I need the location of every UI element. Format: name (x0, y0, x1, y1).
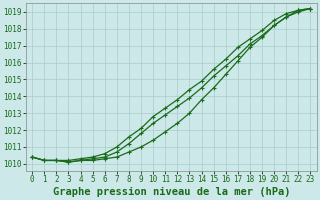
X-axis label: Graphe pression niveau de la mer (hPa): Graphe pression niveau de la mer (hPa) (52, 186, 290, 197)
